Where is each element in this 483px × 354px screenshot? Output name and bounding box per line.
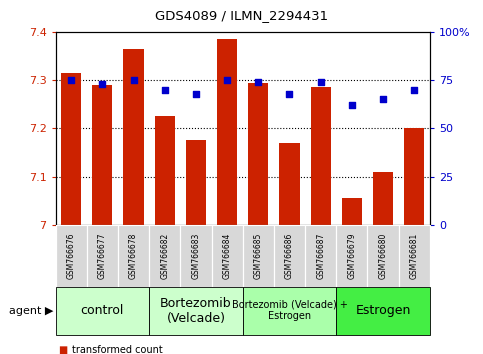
Point (67, 77, 75, 83)
Text: GSM766676: GSM766676 (67, 233, 76, 279)
Bar (305, 225, 336, 287)
Bar (404, 128, 425, 225)
Bar (212, 225, 242, 287)
Bar (186, 141, 206, 225)
Bar (242, 287, 336, 335)
Point (411, 87, 418, 93)
Point (379, 97, 387, 102)
Bar (217, 39, 237, 225)
Point (317, 79, 325, 85)
Point (285, 91, 293, 96)
Bar (149, 225, 180, 287)
Bar (368, 225, 398, 287)
Bar (373, 172, 393, 225)
Text: GSM766680: GSM766680 (379, 233, 387, 279)
Text: GSM766681: GSM766681 (410, 233, 419, 279)
Text: Estrogen: Estrogen (355, 304, 411, 317)
Text: GSM766684: GSM766684 (223, 233, 232, 279)
Bar (342, 198, 362, 225)
Text: GSM766687: GSM766687 (316, 233, 325, 279)
Bar (311, 87, 331, 225)
Bar (336, 225, 368, 287)
Bar (92, 85, 113, 225)
Bar (56, 287, 149, 335)
Bar (180, 225, 212, 287)
Point (223, 77, 231, 83)
Text: GSM766686: GSM766686 (285, 233, 294, 279)
Bar (118, 225, 149, 287)
Point (255, 79, 262, 85)
Text: GSM766685: GSM766685 (254, 233, 263, 279)
Text: ■: ■ (58, 346, 67, 354)
Bar (61, 73, 81, 225)
Bar (274, 225, 305, 287)
Bar (279, 143, 299, 225)
Text: control: control (81, 304, 124, 317)
Text: Bortezomib (Velcade) +
Estrogen: Bortezomib (Velcade) + Estrogen (231, 300, 347, 321)
Bar (242, 225, 274, 287)
Text: Bortezomib
(Velcade): Bortezomib (Velcade) (160, 297, 232, 325)
Text: GDS4089 / ILMN_2294431: GDS4089 / ILMN_2294431 (155, 9, 328, 22)
Point (161, 87, 169, 93)
Text: GSM766683: GSM766683 (191, 233, 200, 279)
Point (129, 77, 137, 83)
Bar (336, 287, 430, 335)
Point (99, 81, 106, 87)
Point (348, 102, 356, 108)
Text: GSM766678: GSM766678 (129, 233, 138, 279)
Bar (123, 49, 143, 225)
Point (192, 91, 200, 96)
Bar (248, 82, 269, 225)
Bar (56, 225, 87, 287)
Bar (398, 225, 430, 287)
Text: GSM766679: GSM766679 (347, 233, 356, 279)
Bar (155, 116, 175, 225)
Bar (149, 287, 242, 335)
Text: GSM766682: GSM766682 (160, 233, 169, 279)
Text: GSM766677: GSM766677 (98, 233, 107, 279)
Text: transformed count: transformed count (72, 346, 163, 354)
Text: agent ▶: agent ▶ (9, 306, 53, 316)
Bar (87, 225, 118, 287)
